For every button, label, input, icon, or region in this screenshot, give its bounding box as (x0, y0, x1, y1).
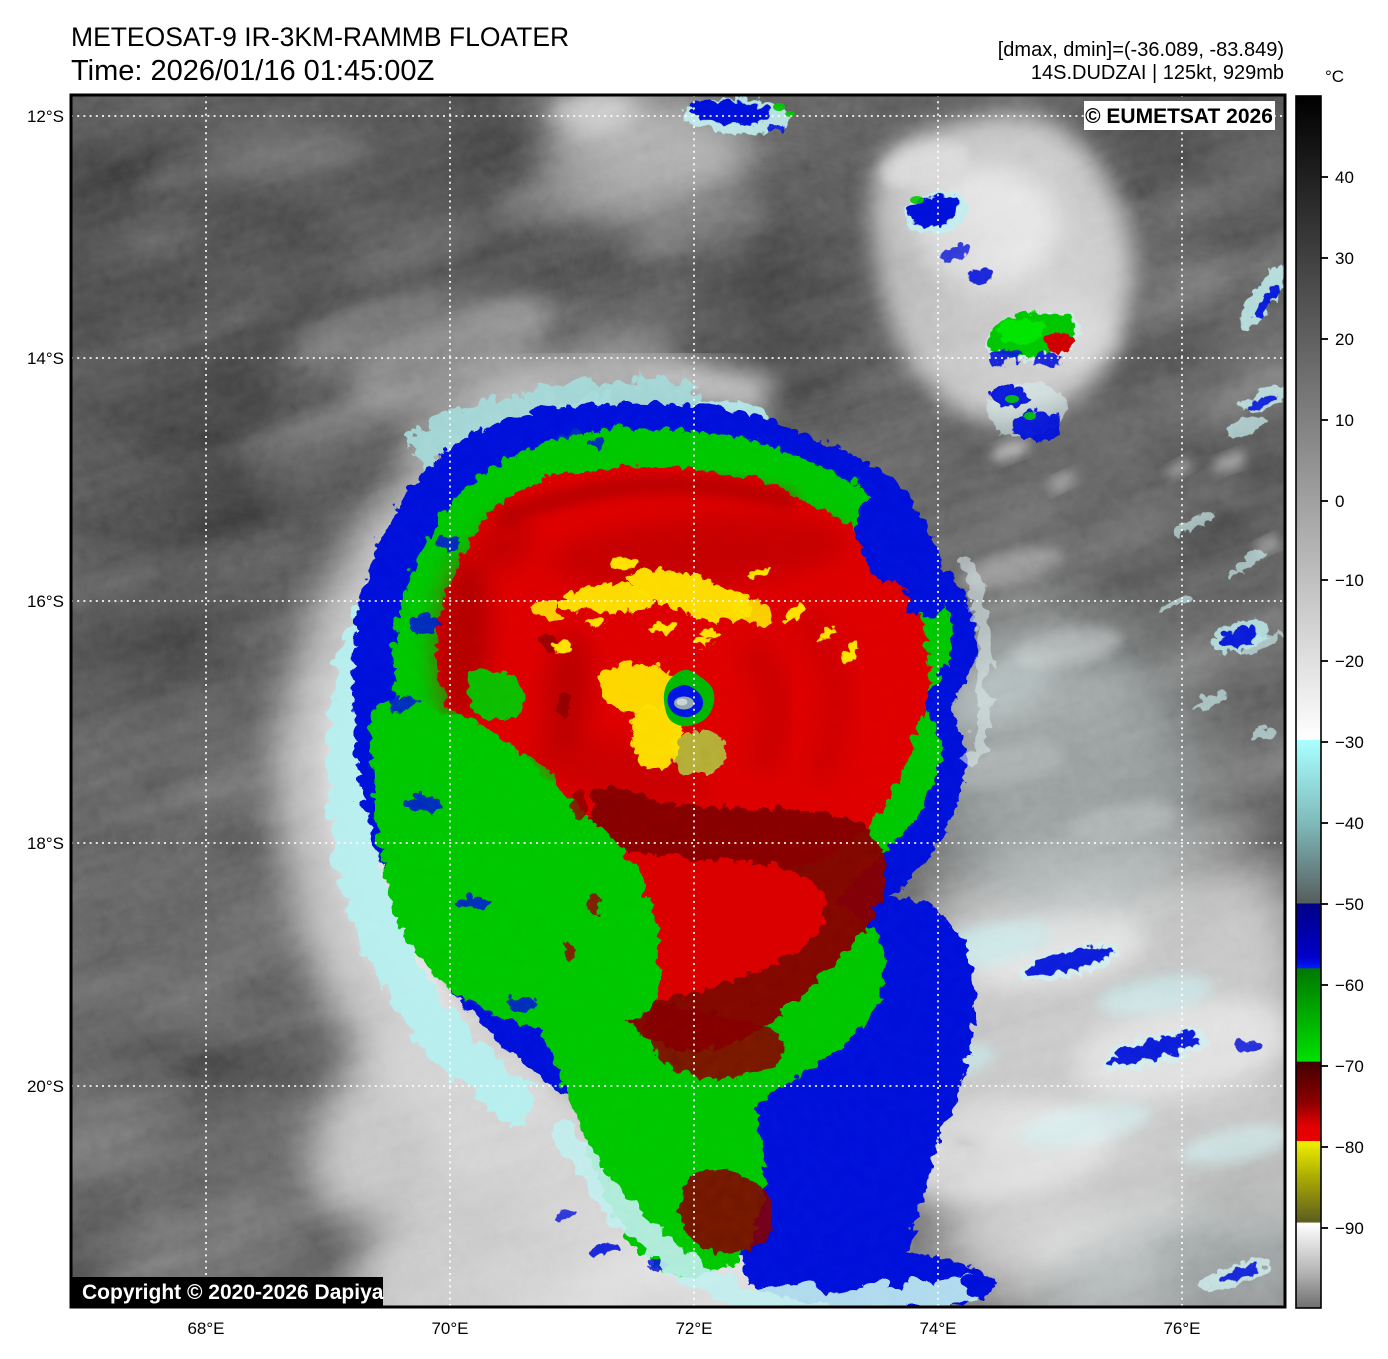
svg-text:70°E: 70°E (431, 1319, 468, 1338)
svg-text:Copyright © 2020-2026 Dapiya: Copyright © 2020-2026 Dapiya (82, 1281, 384, 1304)
svg-text:© EUMETSAT 2026: © EUMETSAT 2026 (1085, 105, 1273, 128)
svg-text:−10: −10 (1335, 571, 1364, 590)
svg-text:−90: −90 (1335, 1219, 1364, 1238)
svg-text:68°E: 68°E (187, 1319, 224, 1338)
svg-text:0: 0 (1335, 492, 1344, 511)
svg-text:−50: −50 (1335, 895, 1364, 914)
svg-text:−70: −70 (1335, 1057, 1364, 1076)
svg-text:−80: −80 (1335, 1138, 1364, 1157)
svg-text:14S.DUDZAI | 125kt, 929mb: 14S.DUDZAI | 125kt, 929mb (1031, 62, 1284, 84)
svg-text:[dmax, dmin]=(-36.089, -83.849: [dmax, dmin]=(-36.089, -83.849) (998, 39, 1284, 61)
svg-text:Time: 2026/01/16 01:45:00Z: Time: 2026/01/16 01:45:00Z (71, 55, 434, 87)
svg-text:20: 20 (1335, 330, 1354, 349)
svg-text:18°S: 18°S (27, 834, 64, 853)
svg-text:14°S: 14°S (27, 349, 64, 368)
svg-text:30: 30 (1335, 249, 1354, 268)
svg-text:−20: −20 (1335, 652, 1364, 671)
svg-text:12°S: 12°S (27, 107, 64, 126)
svg-text:76°E: 76°E (1163, 1319, 1200, 1338)
svg-text:10: 10 (1335, 411, 1354, 430)
svg-text:20°S: 20°S (27, 1077, 64, 1096)
svg-text:74°E: 74°E (919, 1319, 956, 1338)
svg-text:−40: −40 (1335, 814, 1364, 833)
svg-text:METEOSAT-9 IR-3KM-RAMMB FLOATE: METEOSAT-9 IR-3KM-RAMMB FLOATER (71, 22, 569, 52)
svg-text:40: 40 (1335, 168, 1354, 187)
svg-text:°C: °C (1325, 67, 1344, 86)
svg-text:−60: −60 (1335, 976, 1364, 995)
svg-text:−30: −30 (1335, 733, 1364, 752)
svg-text:72°E: 72°E (675, 1319, 712, 1338)
svg-text:16°S: 16°S (27, 592, 64, 611)
